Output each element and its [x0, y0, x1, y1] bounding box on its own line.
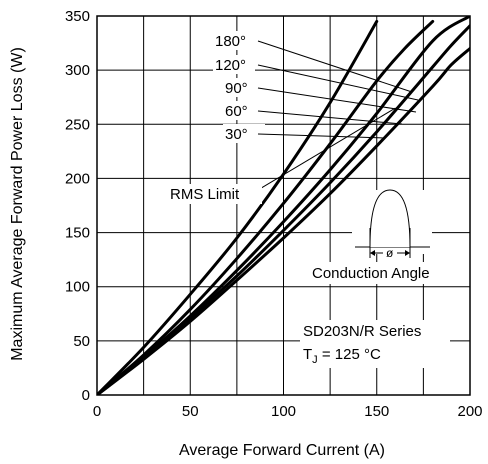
label-bg: [168, 184, 262, 204]
leader-line: [257, 40, 413, 93]
label-bg: [213, 31, 255, 50]
label-bg: [223, 124, 265, 143]
y-tick-label: 100: [65, 279, 90, 296]
series-line-60deg: [97, 19, 435, 395]
y-tick-label: 150: [65, 225, 90, 242]
series-label: 90°: [225, 80, 248, 97]
tick-labels: 0 50 100 150 200 0 50 100 150 200 250 300 350: [65, 8, 483, 420]
label-bg: [213, 55, 255, 74]
y-tick-label: 200: [65, 170, 90, 187]
y-tick-label: 50: [73, 333, 90, 350]
leader-line: [257, 64, 419, 101]
rms-limit-line: [255, 107, 396, 192]
y-tick-label: 350: [65, 8, 90, 25]
series-line-180deg: [97, 46, 470, 395]
y-tick-label: 0: [82, 387, 90, 404]
junction-temp-label: TJ = 125 °C: [303, 346, 381, 366]
x-axis-label: Average Forward Current (A): [179, 442, 385, 459]
leader-line: [257, 87, 417, 113]
series-label: 120°: [215, 57, 246, 74]
series-label: 60°: [225, 103, 248, 120]
curves: [97, 16, 470, 395]
label-bg: [223, 78, 265, 97]
x-tick-label: 100: [271, 403, 296, 420]
conduction-angle-label: Conduction Angle: [312, 265, 430, 282]
label-bg: [308, 262, 466, 284]
series-line-90deg: [97, 16, 470, 395]
label-bg: [300, 320, 450, 368]
series-name-label: SD203N/R Series: [303, 323, 421, 340]
y-tick-label: 300: [65, 62, 90, 79]
rms-limit-label: RMS Limit: [170, 186, 240, 203]
series-line-30deg: [97, 19, 379, 395]
x-tick-label: 200: [457, 403, 482, 420]
conduction-angle-icon: ø: [352, 189, 432, 260]
series-label: 30°: [225, 126, 248, 143]
leader-line: [257, 110, 403, 125]
y-tick-label: 250: [65, 116, 90, 133]
label-bg: [223, 101, 265, 120]
leader-line: [257, 133, 385, 139]
annotations: 180° 120° 90° 60° 30° RMS Limit ø Conduction An…: [168, 31, 466, 368]
x-tick-label: 0: [93, 403, 101, 420]
phi-label: ø: [386, 246, 394, 260]
y-axis-label: Maximum Average Forward Power Loss (W): [9, 47, 26, 361]
x-tick-label: 150: [364, 403, 389, 420]
series-label: 180°: [215, 33, 246, 50]
x-tick-label: 50: [182, 403, 199, 420]
